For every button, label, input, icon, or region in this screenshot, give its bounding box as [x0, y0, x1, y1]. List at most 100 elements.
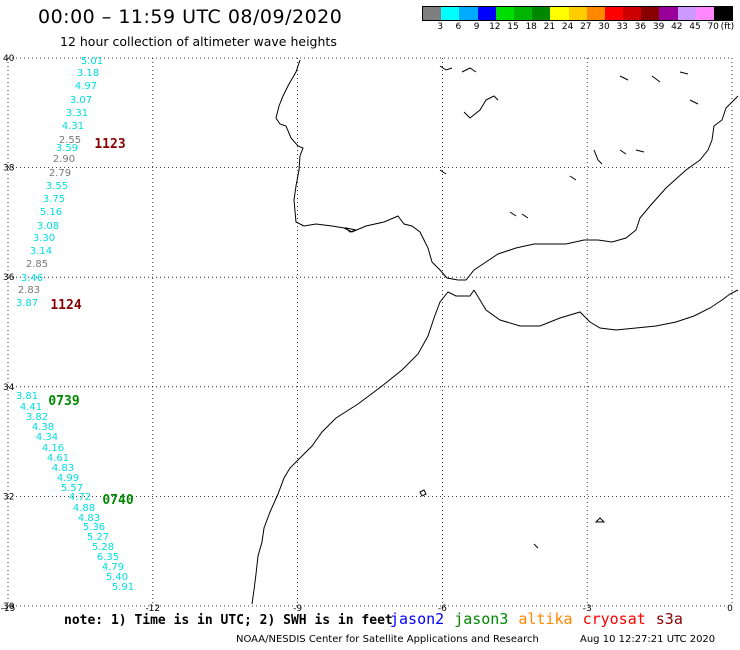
legend-swatch	[604, 7, 624, 20]
lon-tick-label: -6	[438, 604, 447, 614]
wave-height-label: 4.38	[32, 422, 54, 433]
wave-height-label: 3.87	[16, 298, 38, 309]
wave-height-label: 3.07	[70, 95, 92, 106]
wave-height-label: 3.08	[37, 221, 59, 232]
coastline-island	[439, 169, 577, 219]
lat-tick-label: 30	[3, 602, 15, 612]
wave-height-label: 4.97	[75, 81, 97, 92]
pass-time-label: 0739	[48, 394, 79, 409]
legend-swatch	[513, 7, 533, 20]
wave-height-label: 4.16	[42, 443, 64, 454]
wave-height-label: 3.46	[21, 273, 43, 284]
lat-tick-label: 32	[3, 492, 14, 502]
coastline	[251, 59, 739, 605]
legend-label: 3	[437, 22, 444, 32]
wave-height-label: 3.81	[16, 391, 38, 402]
legend-label: 39	[652, 22, 665, 32]
legend-label: 27	[580, 22, 592, 32]
wave-height-label: 3.31	[66, 108, 88, 119]
coastline-island	[593, 149, 645, 165]
legend-label: 6	[455, 22, 462, 32]
generated-timestamp: Aug 10 12:27:21 UTC 2020	[580, 634, 716, 645]
wave-height-label: 2.90	[53, 154, 75, 165]
legend-label: 21	[543, 22, 556, 32]
page-subtitle: 12 hour collection of altimeter wave hei…	[60, 34, 337, 49]
wave-height-label: 4.88	[73, 503, 95, 514]
legend-swatch	[568, 7, 587, 20]
wave-height-label: 4.41	[20, 402, 42, 413]
pass-time-label: 1123	[94, 137, 125, 152]
coastline-iberia	[275, 59, 739, 281]
wave-height-label: 3.75	[43, 194, 65, 205]
wave-height-label: 5.57	[61, 483, 83, 494]
lon-tick-label: -9	[293, 604, 302, 614]
wave-height-label: 3.59	[56, 143, 78, 154]
coastline-island	[344, 227, 358, 233]
wave-height-label: 2.85	[26, 259, 48, 270]
legend-label: 12	[489, 22, 501, 32]
wave-height-label: 5.28	[92, 542, 114, 553]
lon-tick-label: -3	[583, 604, 592, 614]
wave-height-label: 3.55	[46, 181, 68, 192]
satellite-label-s3a: s3a	[655, 610, 683, 628]
legend-label: 33	[616, 22, 628, 32]
lon-tick-label: 0	[727, 604, 733, 614]
legend-label: 42	[671, 22, 683, 32]
wave-height-label: 5.36	[83, 522, 105, 533]
wave-height-label: 4.72	[69, 492, 91, 503]
legend-swatch	[623, 7, 642, 20]
legend-swatch	[641, 7, 660, 20]
wave-height-label: 5.27	[87, 532, 109, 543]
footer-note: note: 1) Time is in UTC; 2) SWH is in fe…	[64, 613, 393, 628]
wave-height-label: 3.30	[33, 233, 55, 244]
legend-unit: (ft)	[720, 22, 735, 32]
legend-swatch	[441, 7, 460, 20]
color-legend-labels: 3 6 9 12 15 18 21 24 27 30 33 36 39 42 45 70 (ft)	[422, 22, 735, 34]
satellite-legend: jason2 jason3 altika cryosat s3a	[390, 610, 693, 628]
coastline-island	[439, 65, 499, 119]
lat-tick-label: 34	[3, 383, 15, 393]
wave-height-label: 2.79	[49, 168, 71, 179]
satellite-label-jason3: jason3	[454, 610, 509, 628]
wave-height-label: 2.83	[18, 285, 40, 296]
legend-label: 18	[525, 22, 537, 32]
legend-label: 45	[689, 22, 701, 32]
legend-swatch	[677, 7, 696, 20]
legend-label: 70	[707, 22, 719, 32]
wave-height-label: 4.79	[102, 562, 124, 573]
wave-height-label: 3.82	[26, 412, 48, 423]
lat-tick-label: 40	[3, 54, 15, 64]
coastline-africa	[251, 289, 475, 605]
legend-label: 15	[507, 22, 519, 32]
legend-label: 9	[473, 22, 480, 32]
satellite-label-altika: altika	[518, 610, 573, 628]
lon-tick-label: -12	[145, 604, 160, 614]
legend-label: 30	[598, 22, 610, 32]
legend-label: 24	[561, 22, 574, 32]
coastline-island	[533, 543, 539, 549]
wave-height-label: 4.83	[52, 463, 74, 474]
coastline-north-africa	[473, 289, 739, 331]
credit-text: NOAA/NESDIS Center for Satellite Applica…	[236, 634, 539, 645]
satellite-label-jason2: jason2	[390, 610, 445, 628]
wave-height-label: 3.14	[30, 246, 52, 257]
wave-height-label: 4.99	[57, 473, 79, 484]
wave-height-label: 3.18	[77, 68, 99, 79]
lat-tick-label: 38	[3, 164, 15, 174]
wave-height-label: 5.91	[112, 582, 134, 593]
coastline-island	[619, 71, 699, 105]
wave-height-label: 6.35	[97, 552, 119, 563]
wave-height-label: 4.34	[36, 432, 58, 443]
legend-swatch	[550, 7, 569, 20]
wave-height-label: 4.31	[62, 121, 84, 132]
page-title: 00:00 – 11:59 UTC 08/09/2020	[38, 6, 343, 28]
pass-time-label: 1124	[50, 298, 81, 313]
legend-swatch	[714, 7, 733, 20]
wave-height-label: 4.83	[78, 513, 100, 524]
legend-swatch	[532, 7, 551, 20]
wave-height-label: 5.01	[81, 56, 103, 67]
legend-swatch	[477, 7, 496, 20]
legend-swatch	[659, 7, 678, 20]
legend-swatch	[495, 7, 514, 20]
